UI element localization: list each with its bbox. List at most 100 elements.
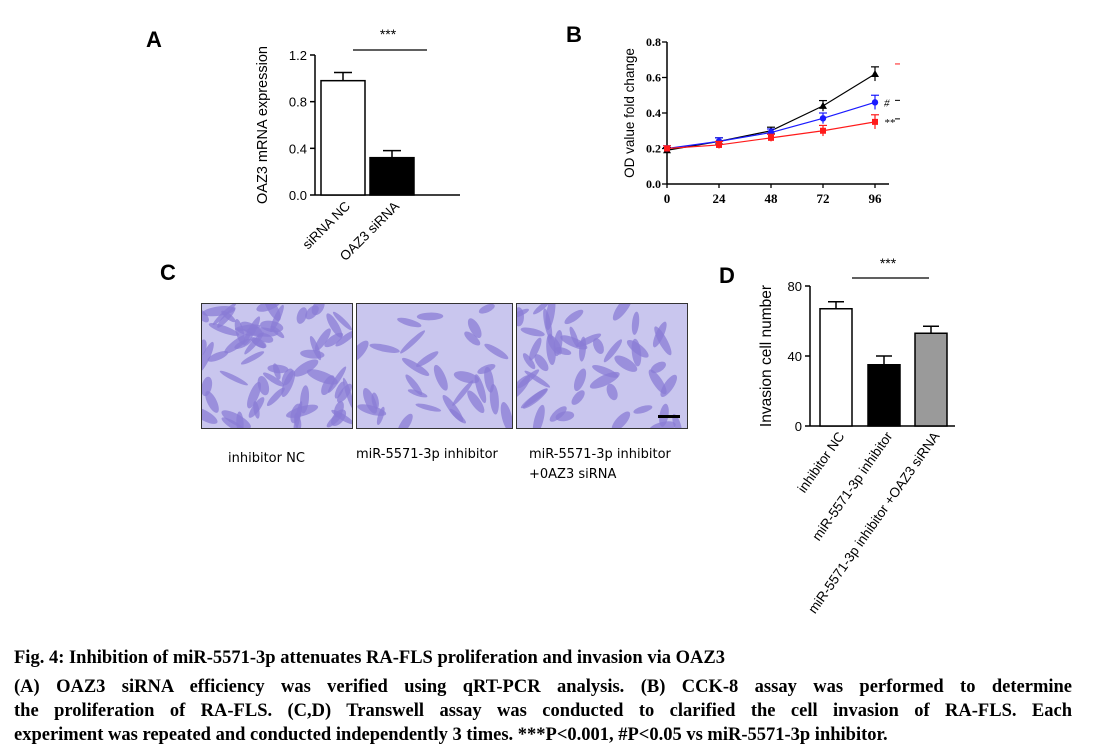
x-tick-label: 48 [765,191,779,206]
cell [376,406,385,425]
x-tick-label: 0 [664,191,671,206]
data-point [871,69,879,77]
cell [400,330,426,354]
micrograph-mir-inhibitor-oaz3 [516,303,688,429]
cell [285,404,319,418]
cell [631,338,642,367]
cell [221,410,251,428]
cell [309,335,322,361]
cell [416,312,444,321]
y-tick-label: 0.2 [646,142,661,156]
cell [546,333,556,366]
y-tick-label: 0.0 [289,188,307,203]
cell [520,388,548,409]
cell [649,421,676,428]
cell [543,308,553,340]
series-line [666,101,876,150]
cell [555,411,575,422]
y-tick-label: 0.8 [646,35,661,49]
data-point [872,118,878,125]
panel-letter-c: C [160,260,176,285]
cell [564,309,584,325]
cell [405,374,423,396]
data-point [664,145,670,152]
micrograph-label-3: miR-5571-3p inhibitor +0AZ3 siRNA [529,445,671,485]
cell [263,372,285,387]
cell [555,347,572,356]
y-tick-label: 0.0 [646,177,661,191]
cell [202,306,236,317]
cell [464,331,481,346]
cell [467,318,482,339]
y-axis-label: Invasion cell number [758,285,775,427]
cell [221,417,247,428]
cell [631,311,640,335]
cell [240,351,265,365]
cell [603,339,623,363]
cell [250,337,266,349]
micrograph-cells [517,304,687,428]
significance-label: *** [380,26,397,42]
y-tick-label: 0.4 [289,141,307,156]
cell [517,375,531,401]
chart-d-invasion: 0 40 80 Invasion cell number inhibitor NCmiR… [758,255,955,616]
cell [305,305,319,320]
micrograph-cells [202,304,352,428]
y-tick-label: 0.6 [646,71,661,85]
cell [433,364,448,391]
cell [611,411,631,428]
cell [369,343,400,353]
cell [332,311,352,331]
micrograph-label-line: miR-5571-3p inhibitor [529,447,671,462]
cell [253,401,260,419]
cell [257,376,270,396]
cell [452,380,474,406]
series-annotation: ** [884,117,896,129]
cell [397,413,413,428]
cell [326,313,343,338]
cell [219,370,248,386]
cell [484,343,509,360]
cell [571,390,585,405]
cell [517,308,529,319]
y-tick-label: 1.2 [289,48,307,63]
y-tick-label: 0.4 [646,106,661,120]
y-tick-label: 0.8 [289,95,307,110]
cell [273,363,281,380]
cell [442,394,464,423]
y-tick-label: 40 [788,349,802,364]
cell [328,366,347,393]
figure-caption-line-3: experiment was repeated and conducted in… [14,725,888,745]
cell [205,391,219,413]
micrograph-label-line: +0AZ3 siRNA [529,467,617,482]
cell [246,327,279,337]
y-tick-label: 0 [795,419,802,434]
micrograph-inhibitor-nc [201,303,353,429]
cell [576,333,602,348]
cell [453,371,480,384]
cell [247,381,262,409]
cell [529,337,542,361]
cell [573,368,587,392]
figure-caption-line-1: (A) OAZ3 siRNA efficiency was verified u… [14,677,1072,697]
cell [415,403,442,412]
data-point [819,101,827,109]
cell [614,355,638,372]
cell [324,332,344,348]
x-tick-label: inhibitor NC [795,429,848,496]
cell [281,370,296,397]
cell [401,357,430,376]
cell [407,389,428,398]
cell [314,328,331,352]
cell [397,317,422,328]
micrograph-cells [357,304,512,428]
cell [202,407,218,424]
cell [335,330,352,347]
cell [477,363,496,374]
cell [592,338,604,355]
cell [208,323,240,336]
micrograph-mir-inhibitor [356,303,513,429]
cell [533,304,551,315]
figure-caption-title: Fig. 4: Inhibition of miR-5571-3p attenu… [14,648,725,668]
micrograph-label-line: miR-5571-3p inhibitor [356,447,498,462]
